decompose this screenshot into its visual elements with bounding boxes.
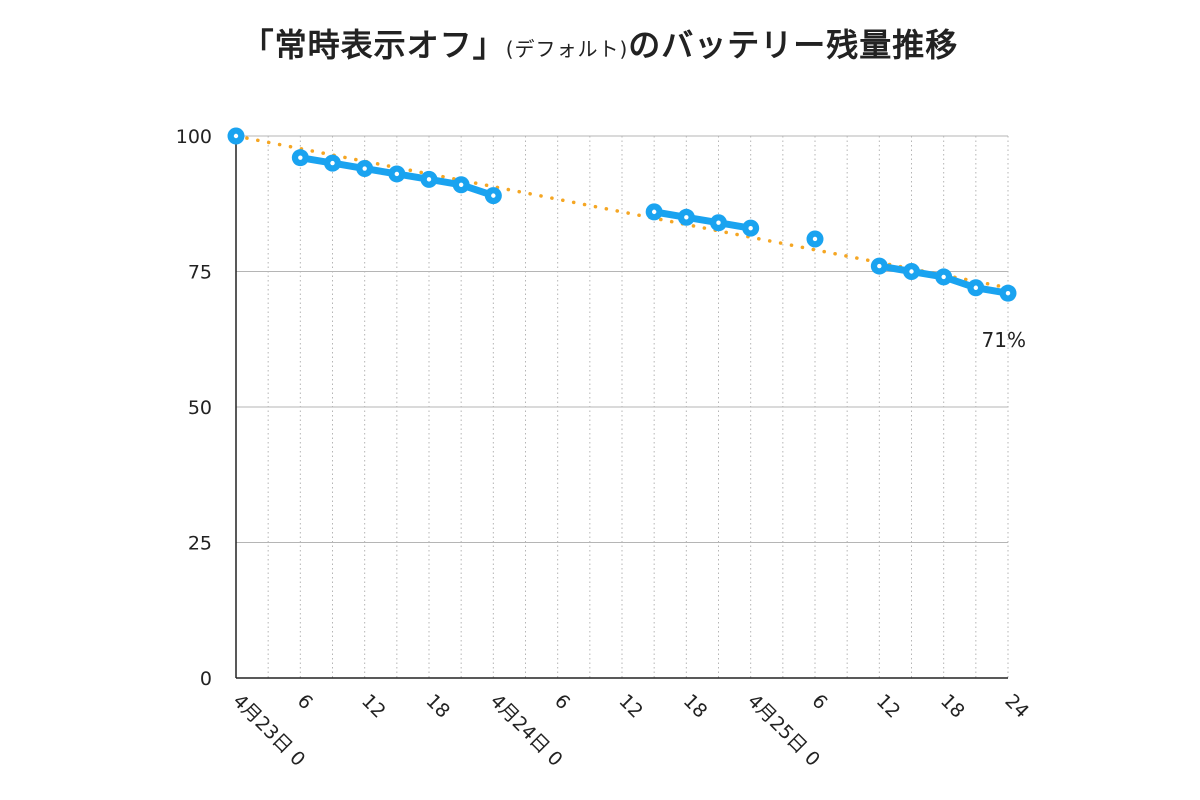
chart-title: 「常時表示オフ」(デフォルト)のバッテリー残量推移 bbox=[0, 20, 1200, 66]
data-point-center bbox=[1005, 290, 1011, 296]
data-point-center bbox=[362, 166, 367, 171]
x-tick-label: 12 bbox=[357, 690, 390, 723]
x-tick-label: 6 bbox=[293, 690, 317, 714]
series-line-segment bbox=[650, 208, 755, 232]
chart-title-main-b: のバッテリー残量推移 bbox=[628, 26, 959, 64]
data-point-center bbox=[716, 220, 721, 225]
data-point-center bbox=[330, 160, 335, 166]
data-point-center bbox=[458, 182, 464, 187]
x-tick-label: 18 bbox=[936, 690, 969, 723]
x-tick-label: 12 bbox=[614, 690, 647, 723]
data-point-center bbox=[394, 171, 400, 177]
data-point-center bbox=[298, 155, 303, 160]
y-tick-label: 25 bbox=[188, 533, 212, 555]
x-tick-label: 18 bbox=[679, 690, 712, 723]
grid-layer bbox=[236, 135, 1009, 678]
data-point-center bbox=[651, 209, 657, 215]
y-tick-label: 100 bbox=[176, 126, 212, 148]
data-point-center bbox=[941, 274, 946, 280]
data-point-center bbox=[426, 177, 432, 182]
data-point-center bbox=[684, 215, 689, 220]
y-tick-label: 75 bbox=[188, 262, 212, 284]
data-point-center bbox=[973, 285, 979, 290]
axis-layer bbox=[235, 136, 1008, 679]
data-point-center bbox=[491, 193, 496, 198]
x-tick-label: 6 bbox=[550, 690, 574, 714]
data-point-center bbox=[233, 133, 239, 139]
data-point-center bbox=[812, 236, 818, 242]
data-point-center bbox=[748, 225, 753, 231]
y-tick-label: 0 bbox=[200, 668, 212, 690]
x-tick-label: 6 bbox=[807, 690, 831, 714]
data-point-center bbox=[909, 269, 914, 274]
x-tick-label: 12 bbox=[872, 690, 905, 723]
x-tick-label: 24 bbox=[1000, 690, 1033, 723]
series-layer bbox=[227, 127, 1017, 302]
chart-title-sub: (デフォルト) bbox=[505, 37, 629, 61]
chart-title-main-a: 「常時表示オフ」 bbox=[241, 26, 506, 64]
end-value-label: 71% bbox=[982, 328, 1026, 352]
y-tick-label: 50 bbox=[188, 397, 212, 419]
x-tick-label: 18 bbox=[421, 690, 454, 723]
data-point-center bbox=[877, 263, 882, 269]
